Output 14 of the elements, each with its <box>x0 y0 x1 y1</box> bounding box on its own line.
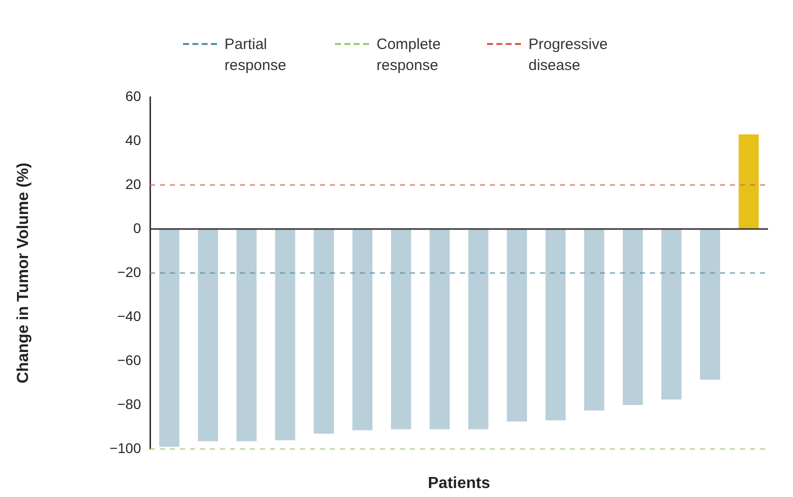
y-tick-label: −60 <box>117 352 142 368</box>
y-axis-title: Change in Tumor Volume (%) <box>15 162 32 384</box>
y-tick-label: 40 <box>125 132 142 148</box>
y-tick-label: 60 <box>125 88 142 104</box>
x-axis-title: Patients <box>428 474 490 492</box>
legend-label: Complete response <box>376 35 442 76</box>
y-tick-label: −40 <box>117 308 142 324</box>
legend-label: Progressive disease <box>528 35 609 76</box>
y-tick-label: −20 <box>117 264 142 280</box>
y-tick-label: 0 <box>133 220 142 236</box>
y-tick-label: −100 <box>109 440 142 456</box>
legend-label: Partial response <box>224 35 288 76</box>
y-tick-label: 20 <box>125 176 142 192</box>
y-tick-label: −80 <box>117 396 142 412</box>
